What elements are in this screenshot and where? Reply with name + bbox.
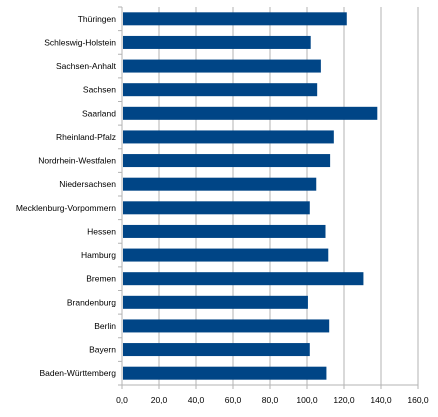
category-label: Rheinland-Pfalz <box>56 132 116 142</box>
category-label: Brandenburg <box>67 297 116 307</box>
category-label: Bayern <box>89 345 116 355</box>
axes <box>118 6 419 389</box>
category-label: Hessen <box>87 226 116 236</box>
bars <box>123 12 378 380</box>
bar <box>123 154 331 168</box>
category-label: Bremen <box>86 274 116 284</box>
bar <box>123 248 329 262</box>
x-tick-label: 140,0 <box>370 395 392 405</box>
category-label: Baden-Württemberg <box>39 368 116 378</box>
bar <box>123 343 310 357</box>
bar <box>123 12 347 26</box>
x-tick-label: 120,0 <box>333 395 355 405</box>
bar <box>123 59 321 73</box>
category-label: Schleswig-Holstein <box>44 37 116 47</box>
bar <box>123 106 378 120</box>
bar <box>123 201 310 215</box>
category-label: Nordrhein-Westfalen <box>38 156 116 166</box>
category-label: Thüringen <box>78 14 117 24</box>
x-tick-label: 60,0 <box>225 395 242 405</box>
category-label: Mecklenburg-Vorpommern <box>16 203 116 213</box>
x-tick-label: 0,0 <box>116 395 128 405</box>
x-tick-label: 40,0 <box>188 395 205 405</box>
category-label: Sachsen <box>83 85 116 95</box>
category-labels: Thüringen Schleswig-Holstein Sachsen-Anhal… <box>16 14 117 378</box>
bar <box>123 272 364 286</box>
bar <box>123 366 327 380</box>
category-label: Berlin <box>94 321 116 331</box>
bar <box>123 177 317 191</box>
category-label: Niedersachsen <box>59 179 116 189</box>
bar <box>123 83 318 97</box>
category-label: Sachsen-Anhalt <box>56 61 117 71</box>
bar <box>123 130 334 144</box>
x-tick-label: 20,0 <box>151 395 168 405</box>
x-tick-label: 160,0 <box>407 395 429 405</box>
category-label: Hamburg <box>81 250 116 260</box>
bar <box>123 224 326 238</box>
x-tick-label: 100,0 <box>296 395 318 405</box>
x-tick-label: 80,0 <box>262 395 279 405</box>
bar <box>123 35 311 49</box>
bar <box>123 295 308 309</box>
x-tick-labels: 0,0 20,0 40,0 60,0 80,0 100,0 120,0 140,0 160,0 <box>116 395 429 405</box>
bar <box>123 319 330 333</box>
category-label: Saarland <box>82 108 116 118</box>
